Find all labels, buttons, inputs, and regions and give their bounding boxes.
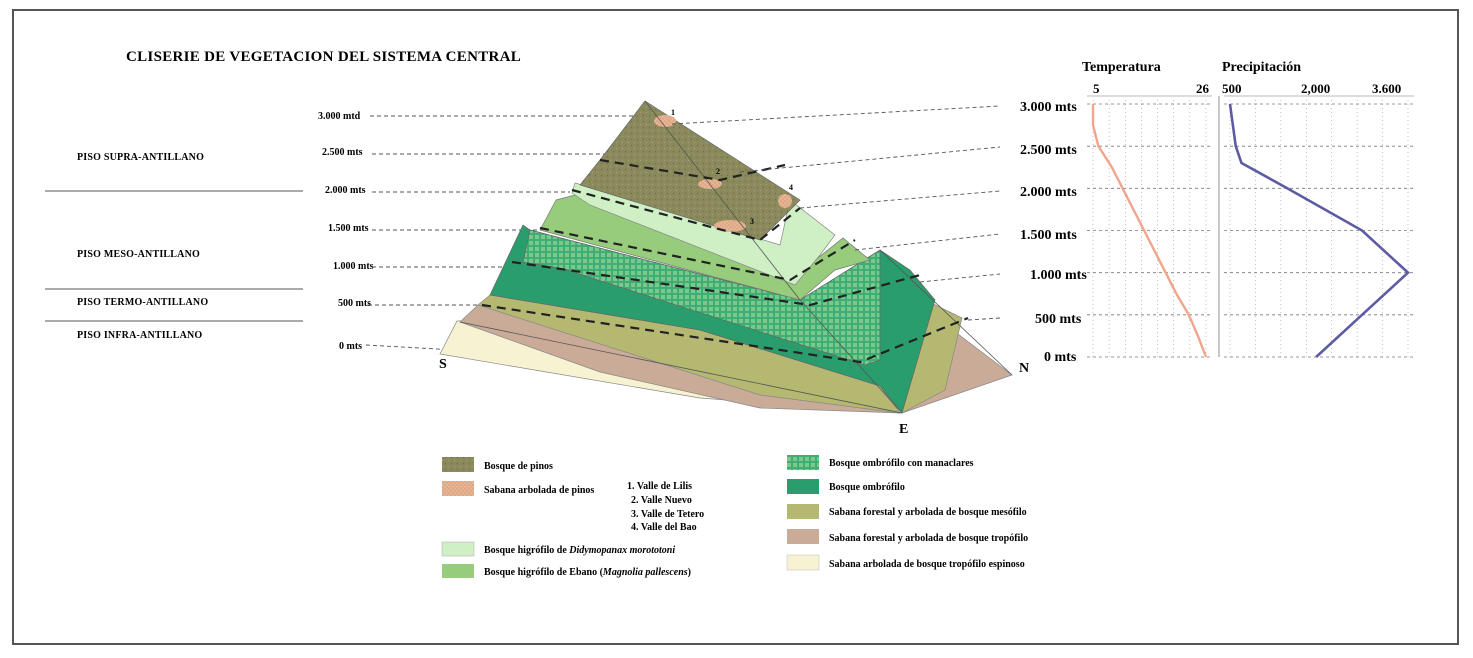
temperature-line [1091,104,1208,358]
legend-spiny-savanna: Sabana arbolada de bosque tropófilo espi… [829,559,1025,570]
ombrophile-swatch [787,479,819,494]
legend-hygro-ebano: Bosque higrófilo de Ebano (Magnolia pall… [484,567,691,578]
compass-north: N [1019,361,1029,376]
legend-ombrophile-manaclares: Bosque ombrófilo con manaclares [829,458,974,469]
legend-pine-forest: Bosque de pinos [484,461,553,472]
left-altitude-label: 2.000 mts [325,185,366,196]
precipitation-ticks: 500 2,000 3.600 [1222,81,1401,96]
precipitation-tick: 2,000 [1301,81,1330,96]
pine-savanna-patch [654,115,676,127]
zone-supra-antillano: PISO SUPRA-ANTILLANO [77,152,204,163]
left-altitude-label: 1.000 mts [333,261,374,272]
temperature-grid [1087,95,1212,358]
temperature-title: Temperatura [1082,60,1161,75]
precipitation-line [1228,103,1410,358]
right-altitude-label: 0 mts [1044,350,1077,365]
temperature-ticks: 5 26 [1093,81,1210,96]
right-altitude-label: 3.000 mts [1020,100,1077,115]
valley-entry-1: 1. Valle de Lilis [627,481,692,492]
temperature-tick: 5 [1093,81,1100,96]
spiny-savanna-swatch [786,554,820,571]
precipitation-tick: 500 [1222,81,1242,96]
precipitation-grid [1218,95,1414,358]
ridge-line [644,100,801,301]
ridge-line [799,299,903,414]
valley-number-2: 2 [716,167,720,176]
pine-savanna-swatch [442,481,474,496]
zone-infra-antillano: PISO INFRA-ANTILLANO [77,330,202,341]
left-altitude-label: 500 mts [338,298,371,309]
right-altitude-label: 1.000 mts [1030,268,1087,283]
left-connector-lines [365,115,655,351]
right-altitude-label: 500 mts [1035,312,1082,327]
right-altitude-label: 2.000 mts [1020,185,1077,200]
precipitation-chart: Precipitación 500 2,000 3.600 [1218,60,1414,358]
temperature-chart: Temperatura 5 26 [1082,60,1212,358]
valley-entry-2: 2. Valle Nuevo [631,495,692,506]
figure-frame [12,9,1459,645]
zone-meso-antillano: PISO MESO-ANTILLANO [77,249,200,260]
legend-ombrophile: Bosque ombrófilo [829,482,905,493]
right-connector-lines [671,105,1001,321]
zone-termo-antillano: PISO TERMO-ANTILLANO [77,297,208,308]
left-altitude-label: 3.000 mtd [318,111,361,122]
layer-pine-forest [579,100,801,241]
valley-number-3: 3 [750,217,754,226]
mesophile-savanna-swatch [787,504,819,519]
right-altitude-label: 2.500 mts [1020,143,1077,158]
valley-entry-4: 4. Valle del Bao [631,522,697,533]
compass-south: S [439,357,447,372]
ombrophile-manaclar-swatch [787,455,819,470]
left-altitude-label: 0 mts [339,341,362,352]
left-altitude-label: 1.500 mts [328,223,369,234]
compass-east: E [899,422,908,437]
pine-savanna-patch [714,220,746,232]
pine-savanna-patch [778,194,792,208]
legend-hygro-didymopanax: Bosque higrófilo de Didymopanax morototo… [484,545,675,556]
valley-number-4: 4 [789,183,793,192]
right-altitude-label: 1.500 mts [1020,228,1077,243]
temperature-tick: 26 [1196,81,1210,96]
legend-pine-savanna: Sabana arbolada de pinos [484,485,594,496]
valley-entry-3: 3. Valle de Tetero [631,509,704,520]
hygro-didymopanax-swatch [441,541,475,557]
legend-mesophile-savanna: Sabana forestal y arbolada de bosque mes… [829,507,1027,518]
diagram-title: CLISERIE DE VEGETACION DEL SISTEMA CENTR… [126,49,521,65]
ridge-line [879,249,1013,376]
mountain-profile: 1 2 3 4 [439,100,1013,414]
tropophile-savanna-swatch [787,529,819,544]
layer-ombrophile-manaclares [522,229,881,366]
ridge-line [459,321,903,414]
pine-forest-swatch [442,457,474,472]
left-altitude-label: 2.500 mts [322,147,363,158]
legend-tropophile-savanna: Sabana forestal y arbolada de bosque tro… [829,533,1028,544]
altitude-isolines [481,158,969,364]
precipitation-tick: 3.600 [1372,81,1401,96]
precipitation-title: Precipitación [1222,60,1301,75]
valley-number-1: 1 [671,108,675,117]
hygro-ebano-swatch [442,564,474,578]
